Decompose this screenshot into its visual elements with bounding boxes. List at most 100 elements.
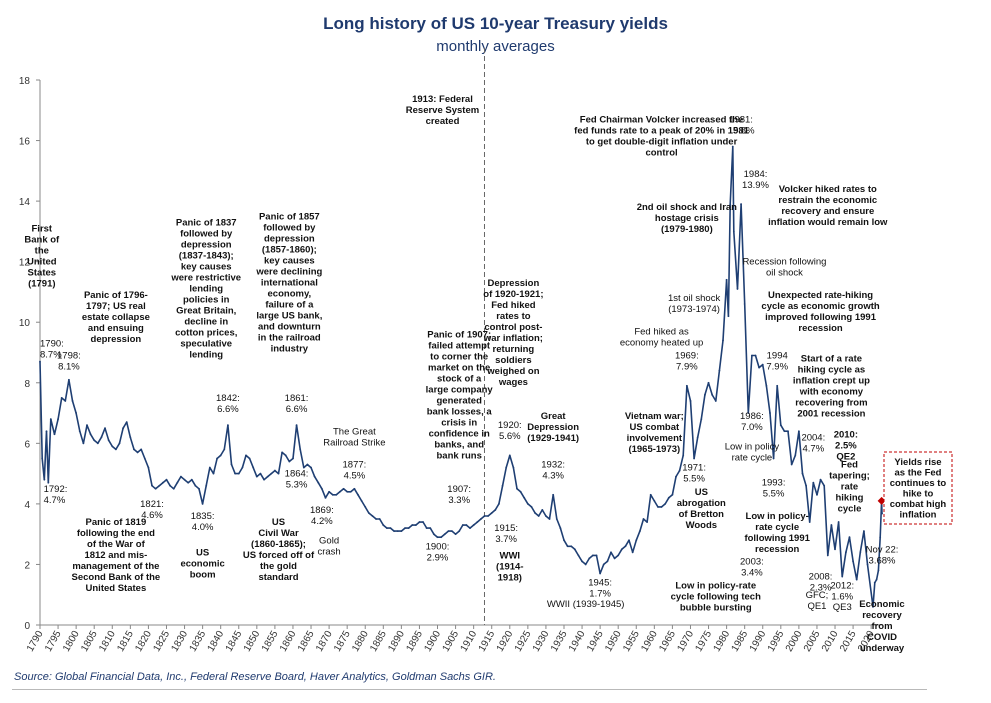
data-point <box>451 530 453 533</box>
data-point <box>396 530 399 533</box>
data-point <box>566 545 569 548</box>
data-point <box>877 569 880 572</box>
data-point <box>302 466 305 469</box>
data-point <box>646 521 649 523</box>
data-point <box>299 448 302 451</box>
data-point <box>657 506 659 508</box>
x-tick-label: 1875 <box>332 629 353 654</box>
data-point <box>281 451 284 454</box>
data-point <box>458 530 461 533</box>
data-point <box>335 493 338 496</box>
data-point <box>205 484 208 487</box>
annotation: US abrogation of Bretton Woods <box>677 487 726 531</box>
data-point <box>783 430 786 433</box>
data-point <box>422 521 424 523</box>
x-tick-label: 1980 <box>712 629 733 654</box>
y-tick-label: 10 <box>19 318 31 329</box>
x-tick-label: 1975 <box>693 629 714 654</box>
annotations-layer: First Bank of the United States (1791) 1790: 8.… <box>24 114 904 653</box>
annotation: Panic of 1796-1797; US real estate collap… <box>82 290 150 345</box>
data-point <box>722 339 724 342</box>
data-point <box>837 521 840 523</box>
data-point <box>476 521 479 523</box>
annotation: 1864: 5.3% <box>285 469 309 491</box>
x-tick-label: 1935 <box>549 629 570 654</box>
data-point <box>731 145 734 148</box>
annotation: Low in policy-rate cycle following tech bu… <box>671 581 761 614</box>
data-point <box>331 493 334 496</box>
data-point <box>429 527 432 530</box>
data-point <box>190 478 193 481</box>
data-point <box>779 424 782 427</box>
data-point <box>277 472 280 475</box>
x-tick-label: 1835 <box>188 629 209 654</box>
data-point <box>519 490 522 493</box>
x-tick-label: 1900 <box>422 629 443 654</box>
data-point <box>288 460 291 463</box>
data-point <box>183 478 186 481</box>
data-point <box>700 418 703 421</box>
data-point <box>143 457 146 460</box>
annotation: 1907: 3.3% <box>447 484 471 506</box>
data-point <box>41 457 44 460</box>
annotation: Depression of 1920-1921; Fed hiked rates to… <box>483 278 544 388</box>
data-point <box>263 478 265 481</box>
y-tick-label: 2 <box>24 560 30 571</box>
annotation: WWII (1939-1945) <box>547 599 625 610</box>
data-point <box>573 548 576 551</box>
data-point <box>740 203 742 206</box>
x-tick-label: 1955 <box>621 629 642 654</box>
data-point <box>548 518 551 520</box>
annotation: 1945: 1.7% <box>588 578 612 600</box>
annotation: Fed Chairman Volcker increased the fed fu… <box>574 114 749 158</box>
x-tick-label: 1845 <box>224 629 245 654</box>
data-point <box>516 487 518 490</box>
annotation: 1920: 5.6% <box>498 420 522 442</box>
data-point <box>498 502 500 505</box>
data-point <box>194 484 197 487</box>
annotation: Panic of 1837 followed by depression (1837-… <box>170 217 241 360</box>
annotation: Great Depression (1929-1941) <box>527 411 579 444</box>
annotation: Unexpected rate-hiking cycle as economic … <box>761 290 879 334</box>
data-point <box>425 527 428 530</box>
x-tick-label: 1800 <box>61 629 82 654</box>
data-point <box>169 484 171 487</box>
data-point <box>667 496 670 499</box>
data-point <box>844 551 847 554</box>
data-point <box>776 384 779 387</box>
annotation: Gold crash <box>317 535 340 557</box>
x-tick-label: 1825 <box>151 629 172 654</box>
x-tick-label: 1865 <box>296 629 317 654</box>
y-tick-label: 0 <box>24 621 30 632</box>
data-point <box>613 557 616 560</box>
data-point <box>588 557 591 560</box>
data-point <box>357 493 359 496</box>
y-tick-label: 14 <box>19 197 31 208</box>
data-point <box>606 560 609 563</box>
data-point <box>552 493 555 496</box>
data-point <box>577 554 580 557</box>
data-point <box>320 487 323 490</box>
x-tick-label: 1930 <box>531 629 552 654</box>
annotation: 1993: 5.5% <box>762 478 786 500</box>
x-tick-label: 1990 <box>748 629 769 654</box>
annotation: Low in policy rate cycle <box>725 441 780 463</box>
data-point <box>772 457 775 460</box>
data-point <box>198 487 200 490</box>
annotation: US Civil War (1860-1865); US forced off of t… <box>243 517 315 583</box>
data-point <box>801 472 804 475</box>
data-point <box>555 518 558 520</box>
data-point <box>729 203 732 206</box>
data-point <box>595 554 598 557</box>
x-tick-label: 1890 <box>386 629 407 654</box>
data-point <box>873 581 876 584</box>
y-tick-label: 18 <box>19 76 31 87</box>
annotation: 1st oil shock (1973-1974) <box>668 293 721 315</box>
data-point <box>360 499 363 502</box>
annotation: 2012: 1.6% <box>830 581 854 603</box>
chart-subtitle: monthly averages <box>436 38 555 55</box>
data-point <box>879 536 882 539</box>
data-point <box>273 469 276 472</box>
data-point <box>295 424 298 427</box>
x-tick-label: 1920 <box>495 629 516 654</box>
